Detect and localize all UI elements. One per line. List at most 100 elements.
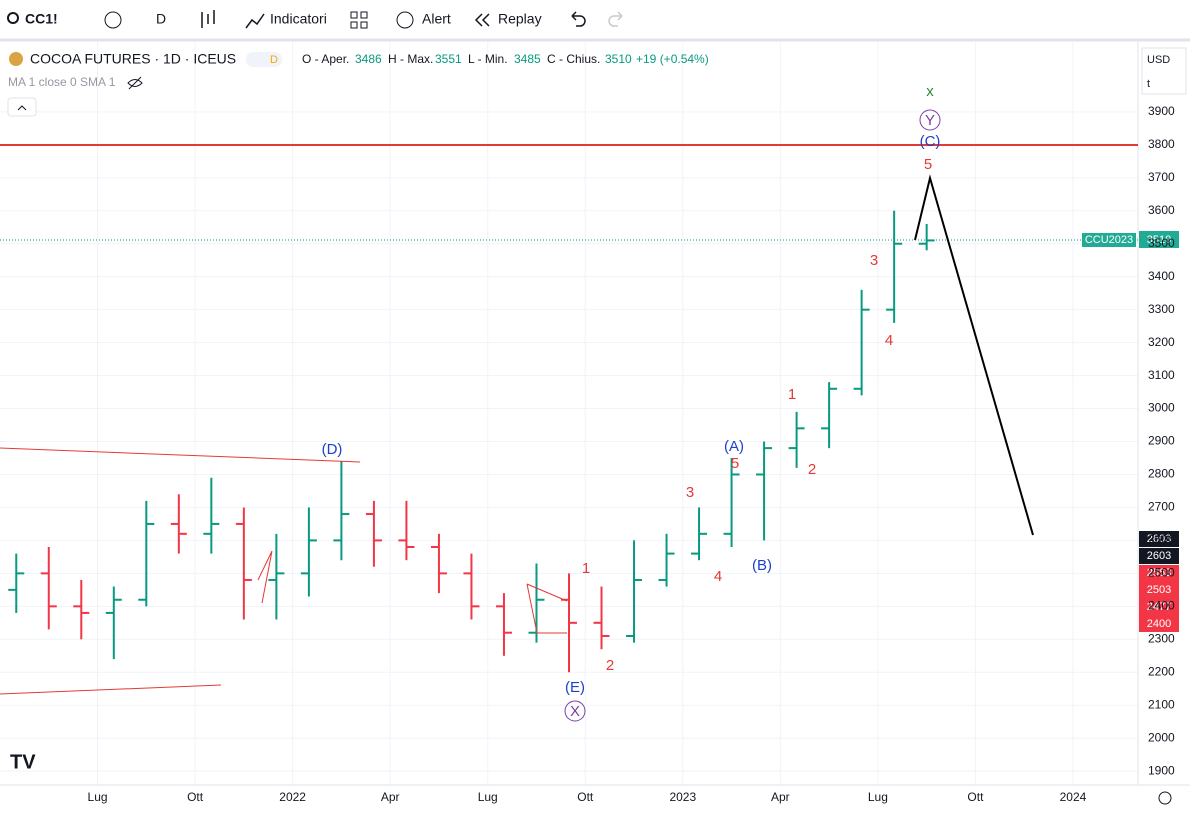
x-tick-label: 2022 bbox=[279, 790, 306, 804]
wave-label: 3 bbox=[686, 484, 694, 501]
x-tick-label: Apr bbox=[771, 790, 790, 804]
y-tick-label: 2100 bbox=[1148, 697, 1175, 711]
legend-title: COCOA FUTURES · 1D · ICEUS bbox=[30, 51, 236, 67]
x-tick-label: 2024 bbox=[1060, 790, 1087, 804]
unit-box[interactable] bbox=[1141, 47, 1187, 95]
close-value: 3510 bbox=[605, 52, 632, 66]
indicators[interactable]: Indicatori bbox=[270, 11, 327, 27]
wave-label: 2 bbox=[808, 461, 816, 478]
ma-legend: MA 1 close 0 SMA 1 bbox=[8, 75, 116, 89]
wave-label: 4 bbox=[714, 568, 722, 585]
y-tick-label: 3100 bbox=[1148, 368, 1175, 382]
y-tick-label: 3000 bbox=[1148, 401, 1175, 415]
y-tick-label: 1900 bbox=[1148, 763, 1175, 777]
x-tick-label: Lug bbox=[868, 790, 888, 804]
x-tick-label: Ott bbox=[577, 790, 594, 804]
price-label: 2477 bbox=[1147, 601, 1171, 613]
y-tick-label: 3200 bbox=[1148, 335, 1175, 349]
wave-circle bbox=[919, 109, 941, 131]
price-label: 3510 bbox=[1147, 234, 1171, 246]
y-tick-label: 2500 bbox=[1148, 566, 1175, 580]
wave-label: x bbox=[926, 83, 934, 100]
wave-label: (C) bbox=[920, 133, 941, 150]
high-value: 3551 bbox=[435, 52, 462, 66]
plot bbox=[0, 42, 1138, 785]
alert-icon[interactable] bbox=[396, 11, 414, 29]
replay-icon[interactable] bbox=[474, 13, 490, 27]
projection bbox=[914, 174, 1034, 536]
x-tick-label: 2023 bbox=[669, 790, 696, 804]
y-tick-label: 2900 bbox=[1148, 434, 1175, 448]
y-tick-label: 3500 bbox=[1148, 236, 1175, 250]
wave-label: X bbox=[570, 703, 580, 720]
wave-label: (A) bbox=[724, 438, 744, 455]
toolbar bbox=[0, 0, 1190, 40]
change: +19 (+0.54%) bbox=[636, 52, 709, 66]
contract-label: CCU2023 bbox=[1085, 234, 1133, 246]
wave-label: 3 bbox=[870, 252, 878, 269]
bars-icon[interactable] bbox=[201, 10, 215, 28]
trendline-upper bbox=[0, 447, 361, 463]
badge: D bbox=[270, 54, 278, 66]
low-label: L - Min. bbox=[468, 52, 508, 66]
currency[interactable]: USD bbox=[1147, 54, 1170, 66]
wave-label: (D) bbox=[322, 441, 343, 458]
interval[interactable]: D bbox=[156, 11, 166, 27]
unit[interactable]: t bbox=[1147, 78, 1150, 90]
y-tick-label: 2800 bbox=[1148, 467, 1175, 481]
redo-icon[interactable] bbox=[608, 11, 623, 27]
price-label-bg bbox=[1139, 231, 1179, 248]
y-tick-label: 2600 bbox=[1148, 533, 1175, 547]
indicator-icon[interactable] bbox=[245, 13, 265, 29]
y-tick-label: 3400 bbox=[1148, 269, 1175, 283]
high-label: H - Max. bbox=[388, 52, 433, 66]
tv-logo: TV bbox=[10, 751, 36, 773]
open-value: 3486 bbox=[355, 52, 382, 66]
wave-label: (B) bbox=[752, 557, 772, 574]
y-tick-label: 3300 bbox=[1148, 302, 1175, 316]
price-label: 2563 bbox=[1147, 567, 1171, 579]
price-label-bg bbox=[1139, 565, 1179, 632]
settings-icon[interactable] bbox=[1158, 791, 1172, 805]
collapse-button[interactable] bbox=[7, 97, 37, 117]
hide-icon[interactable] bbox=[127, 76, 143, 90]
trendline-lower bbox=[0, 684, 222, 695]
symbol[interactable]: CC1! bbox=[25, 11, 58, 27]
y-tick-label: 3900 bbox=[1148, 104, 1175, 118]
price-label: 2503 bbox=[1147, 584, 1171, 596]
undo-icon[interactable] bbox=[571, 11, 586, 27]
y-tick-label: 2300 bbox=[1148, 631, 1175, 645]
alert[interactable]: Alert bbox=[422, 11, 451, 27]
wave-label: 2 bbox=[606, 657, 614, 674]
close-label: C - Chius. bbox=[547, 52, 600, 66]
price-label: 2603 bbox=[1147, 533, 1171, 545]
triangle bbox=[257, 550, 568, 634]
wave-label: (E) bbox=[565, 679, 585, 696]
badge-bg bbox=[246, 52, 282, 67]
y-tick-label: 2400 bbox=[1148, 599, 1175, 613]
collapse-icon bbox=[17, 105, 27, 111]
y-tick-label: 2700 bbox=[1148, 500, 1175, 514]
wave-label: 5 bbox=[731, 455, 739, 472]
price-label: 2603 bbox=[1147, 550, 1171, 562]
price-label: 2400 bbox=[1147, 618, 1171, 630]
x-tick-label: Apr bbox=[381, 790, 400, 804]
x-tick-label: Ott bbox=[187, 790, 204, 804]
symbol-logo bbox=[9, 52, 23, 66]
y-tick-label: 2000 bbox=[1148, 730, 1175, 744]
price-label-bg bbox=[1139, 531, 1179, 547]
price-label-bg bbox=[1082, 233, 1136, 247]
y-tick-label: 2200 bbox=[1148, 664, 1175, 678]
open-label: O - Aper. bbox=[302, 52, 349, 66]
search-icon[interactable] bbox=[7, 12, 19, 24]
layouts-icon[interactable] bbox=[350, 11, 368, 29]
x-tick-label: Lug bbox=[478, 790, 498, 804]
wave-label: 1 bbox=[582, 560, 590, 577]
wave-label: 1 bbox=[788, 386, 796, 403]
x-tick-label: Ott bbox=[967, 790, 984, 804]
price-label-bg bbox=[1139, 548, 1179, 564]
replay[interactable]: Replay bbox=[498, 11, 542, 27]
y-tick-label: 3800 bbox=[1148, 137, 1175, 151]
add-icon[interactable] bbox=[104, 11, 122, 29]
